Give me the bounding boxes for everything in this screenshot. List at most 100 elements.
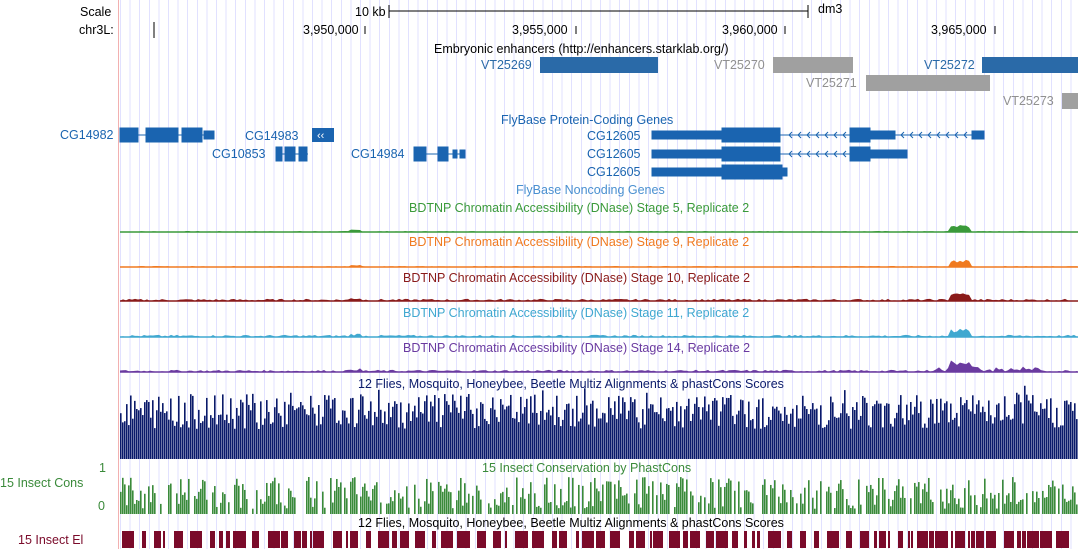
phastcons-bar bbox=[750, 502, 752, 514]
phastcons-bar bbox=[408, 507, 410, 514]
enhancer-label[interactable]: VT25273 bbox=[1003, 94, 1054, 108]
multiz-bar bbox=[912, 414, 914, 459]
phastcons-bar bbox=[562, 505, 564, 514]
enhancer-label[interactable]: VT25271 bbox=[806, 76, 857, 90]
multiz-bar bbox=[644, 424, 646, 459]
phastcons-bar bbox=[280, 502, 282, 514]
phastcons-bar bbox=[780, 503, 782, 514]
phastcons-bar bbox=[546, 477, 548, 514]
phastcons-bar bbox=[496, 504, 498, 514]
multiz-bar bbox=[840, 413, 842, 459]
elements-side-label[interactable]: 15 Insect El bbox=[18, 533, 84, 547]
multiz-bar bbox=[518, 422, 520, 459]
multiz-bar bbox=[972, 395, 974, 459]
phastcons-side-label[interactable]: 15 Insect Cons bbox=[0, 476, 84, 490]
multiz-bar bbox=[1072, 410, 1074, 459]
phastcons-bar bbox=[592, 506, 594, 514]
multiz-bar bbox=[974, 413, 976, 459]
chrom-label: chr3L: bbox=[79, 23, 114, 37]
conserved-element bbox=[874, 531, 877, 548]
dnase-stage9-title[interactable]: BDTNP Chromatin Accessibility (DNase) St… bbox=[409, 235, 750, 249]
multiz-bar bbox=[682, 427, 684, 459]
multiz-bar bbox=[780, 413, 782, 459]
multiz-bar bbox=[966, 399, 968, 459]
multiz-bar bbox=[344, 410, 346, 459]
enhancer-label[interactable]: VT25270 bbox=[714, 58, 765, 72]
phastcons-bar bbox=[204, 481, 206, 514]
noncoding-track-title[interactable]: FlyBase Noncoding Genes bbox=[516, 183, 665, 197]
phastcons-bar bbox=[894, 491, 896, 514]
multiz-bar bbox=[810, 409, 812, 459]
multiz-bar bbox=[590, 403, 592, 459]
multiz-bar bbox=[202, 421, 204, 459]
chevron-icon bbox=[815, 131, 820, 139]
gene-label-cg14984[interactable]: CG14984 bbox=[351, 147, 405, 161]
multiz-bar bbox=[384, 411, 386, 459]
phastcons-bar bbox=[914, 482, 916, 514]
phastcons-bar bbox=[1010, 501, 1012, 514]
phastcons-bar bbox=[662, 494, 664, 514]
multiz-bar bbox=[546, 412, 548, 459]
scale-label: Scale bbox=[80, 5, 112, 19]
phastcons-bar bbox=[746, 490, 748, 514]
gene-label-cg10853[interactable]: CG10853 bbox=[212, 147, 266, 161]
phastcons-bar bbox=[664, 499, 666, 514]
enhancer-label[interactable]: VT25269 bbox=[481, 58, 532, 72]
multiz-bar bbox=[594, 426, 596, 459]
phastcons-bar bbox=[1006, 495, 1008, 514]
multiz-track-title[interactable]: 12 Flies, Mosquito, Honeybee, Beetle Mul… bbox=[358, 377, 784, 391]
multiz-bar bbox=[600, 418, 602, 459]
enhancers-track-title[interactable]: Embryonic enhancers (http://enhancers.st… bbox=[434, 42, 729, 56]
dnase-stage5-title[interactable]: BDTNP Chromatin Accessibility (DNase) St… bbox=[409, 201, 750, 215]
multiz-bar bbox=[206, 397, 208, 459]
phastcons-bar bbox=[354, 477, 356, 514]
transcript-label[interactable]: CG12605 bbox=[587, 129, 641, 143]
phastcons-bar bbox=[974, 495, 976, 514]
genes-track-title[interactable]: FlyBase Protein-Coding Genes bbox=[501, 113, 674, 127]
conserved-element bbox=[210, 531, 215, 548]
phastcons-bar bbox=[376, 482, 378, 514]
multiz-bar bbox=[756, 407, 758, 459]
phastcons-bar bbox=[638, 504, 640, 514]
phastcons-bar bbox=[1070, 499, 1072, 514]
conserved-element bbox=[968, 531, 970, 548]
phastcons-track-title[interactable]: 15 Insect Conservation by PhastCons bbox=[482, 461, 692, 475]
phastcons-bar bbox=[538, 505, 540, 514]
chevron-icon bbox=[788, 150, 793, 158]
conserved-element bbox=[814, 531, 819, 548]
multiz-bar bbox=[922, 427, 924, 459]
multiz-bar bbox=[618, 395, 620, 459]
multiz-bar bbox=[358, 409, 360, 459]
transcript-label[interactable]: CG12605 bbox=[587, 147, 641, 161]
multiz-bar bbox=[786, 414, 788, 459]
chevron-icon bbox=[918, 131, 923, 139]
gene-label-cg14982[interactable]: CG14982 bbox=[60, 128, 114, 142]
phastcons-bar bbox=[964, 488, 966, 514]
dnase-stage14-title[interactable]: BDTNP Chromatin Accessibility (DNase) St… bbox=[403, 341, 751, 355]
gene-label-cg14983[interactable]: CG14983 bbox=[245, 129, 299, 143]
dnase-stage10-title[interactable]: BDTNP Chromatin Accessibility (DNase) St… bbox=[403, 271, 751, 285]
phastcons-bar bbox=[122, 477, 124, 514]
multiz-bar bbox=[506, 406, 508, 459]
multiz-bar bbox=[188, 427, 190, 459]
multiz-bar bbox=[706, 411, 708, 459]
multiz-bar bbox=[876, 400, 878, 459]
multiz-bar bbox=[374, 411, 376, 459]
multiz-bar bbox=[168, 419, 170, 459]
multiz-bar bbox=[170, 398, 172, 459]
multiz-bar bbox=[220, 414, 222, 459]
transcript-label[interactable]: CG12605 bbox=[587, 165, 641, 179]
enhancer-label[interactable]: VT25272 bbox=[924, 58, 975, 72]
conserved-element bbox=[163, 531, 165, 548]
dnase-stage11-title[interactable]: BDTNP Chromatin Accessibility (DNase) St… bbox=[403, 306, 750, 320]
phastcons-bar bbox=[690, 491, 692, 514]
chevron-icon bbox=[797, 150, 802, 158]
transcript-cg12605-1 bbox=[651, 127, 985, 143]
multiz-bar bbox=[306, 414, 308, 459]
elements-track-title[interactable]: 12 Flies, Mosquito, Honeybee, Beetle Mul… bbox=[358, 516, 784, 530]
multiz-bar bbox=[828, 420, 830, 459]
phastcons-bar bbox=[800, 493, 802, 514]
multiz-bar bbox=[762, 398, 764, 459]
phastcons-bar bbox=[566, 501, 568, 514]
